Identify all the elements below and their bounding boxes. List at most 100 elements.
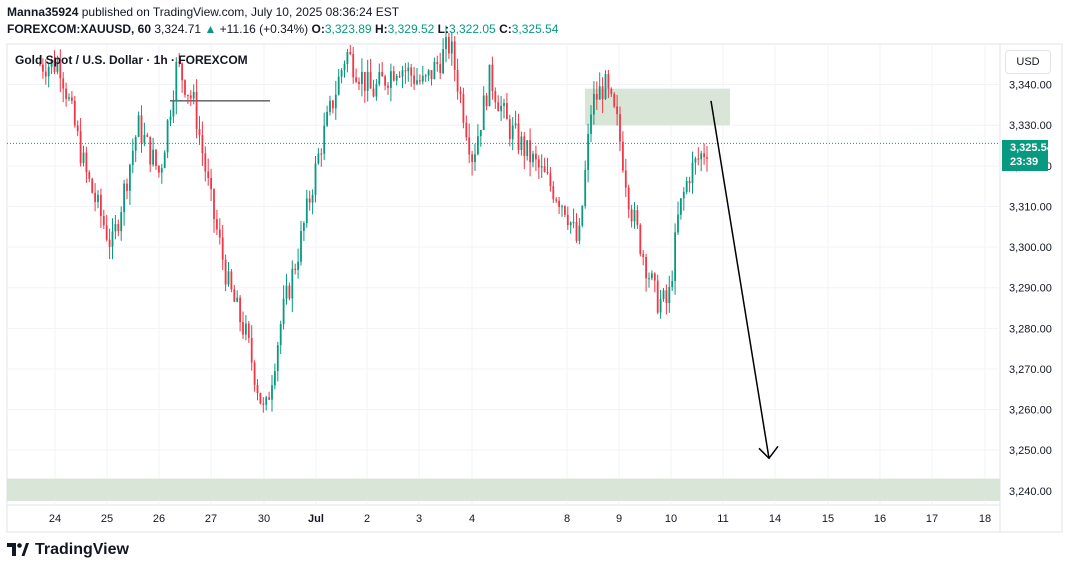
candle-body [552, 186, 555, 200]
candle-body [50, 59, 53, 67]
x-tick-label: 15 [822, 513, 834, 525]
candle-body [677, 214, 679, 233]
x-tick-label: 24 [49, 513, 61, 525]
candle-body [323, 125, 326, 154]
candle-body [445, 37, 447, 50]
candle-body [311, 194, 314, 203]
candle-body [88, 172, 91, 179]
x-tick-label: 16 [874, 513, 886, 525]
candle-body [633, 210, 636, 222]
candle-body [68, 97, 70, 99]
candle-body [381, 71, 384, 77]
x-tick-label: 18 [979, 513, 991, 525]
ohlc-line: FOREXCOM:XAUUSD, 60 3,324.71 ▲ +11.16 (+… [7, 21, 558, 38]
candle-body [459, 91, 462, 95]
candle-body [665, 290, 668, 304]
candle-body [651, 273, 653, 279]
candle-body [152, 149, 154, 165]
candle-body [114, 224, 117, 232]
candle-body [42, 64, 44, 72]
candle-body [47, 66, 50, 77]
candle-body [578, 225, 581, 241]
chart-header: Manna35924 published on TradingView.com,… [7, 4, 558, 38]
candle-body [671, 281, 674, 288]
candle-body [184, 80, 186, 95]
author-name[interactable]: Manna35924 [7, 5, 79, 19]
candle-body [300, 230, 302, 262]
resistance-zone [585, 88, 730, 126]
candle-body [488, 64, 491, 107]
candle-body [384, 76, 386, 86]
candle-body [448, 37, 450, 54]
x-tick-label: 4 [469, 513, 475, 525]
candle-body [439, 63, 442, 74]
candle-body [404, 70, 407, 72]
candle-body [271, 385, 273, 400]
projection-arrow-line [710, 100, 770, 459]
candle-body [468, 137, 471, 155]
x-tick-label: Jul [308, 513, 324, 525]
currency-button[interactable]: USD [1005, 50, 1051, 74]
candle-body [129, 164, 131, 191]
y-tick-label: 3,290.00 [1009, 283, 1052, 295]
y-tick-label: 3,280.00 [1009, 323, 1052, 335]
candle-body [169, 116, 172, 121]
candle-body [102, 215, 105, 226]
last-price-tag-value: 3,325.54 [1010, 142, 1053, 154]
candle-body [598, 86, 601, 100]
candle-body [642, 253, 645, 257]
candle-body [111, 231, 114, 247]
candle-body [668, 287, 671, 304]
candle-body [450, 41, 453, 54]
candle-body [581, 206, 584, 226]
candle-body [187, 94, 189, 96]
candle-body [691, 162, 694, 184]
candle-body [656, 280, 659, 313]
publish-line: Manna35924 published on TradingView.com,… [7, 4, 558, 21]
candle-body [282, 298, 285, 324]
candle-body [366, 71, 369, 91]
candle-body [549, 173, 552, 187]
candle-body [256, 384, 259, 394]
candle-body [149, 136, 152, 165]
candle-body [285, 285, 288, 299]
candle-body [268, 397, 270, 400]
candle-body [682, 192, 685, 199]
tradingview-logo[interactable]: TradingView [7, 541, 129, 559]
candle-body [427, 70, 430, 76]
low-label: L: [437, 22, 449, 36]
candle-body [163, 152, 166, 169]
candle-body [688, 180, 691, 184]
candle-body [697, 158, 700, 160]
x-tick-label: 27 [205, 513, 217, 525]
change-value: +11.16 (+0.34%) [219, 22, 309, 36]
candle-body [575, 222, 578, 241]
candle-body [465, 122, 468, 138]
last-price: 3,324.71 [154, 22, 202, 36]
candles-group [39, 25, 708, 413]
candle-body [613, 93, 616, 107]
candle-body [242, 322, 244, 335]
x-tick-label: 2 [364, 513, 370, 525]
candle-body [140, 115, 143, 143]
candle-body [198, 128, 201, 136]
x-tick-label: 11 [717, 513, 728, 525]
candle-body [62, 78, 65, 89]
candle-body [639, 224, 642, 254]
candle-body [207, 171, 210, 178]
candle-body [378, 71, 381, 85]
candle-body [245, 323, 247, 335]
candle-body [355, 77, 357, 82]
candle-body [363, 71, 366, 91]
open-value: 3,323.89 [324, 22, 372, 36]
candle-body [361, 71, 363, 84]
candle-body [79, 131, 82, 164]
candle-body [230, 271, 233, 290]
candle-body [155, 149, 157, 166]
candle-body [44, 71, 47, 77]
symbol-label: FOREXCOM:XAUUSD, 60 [7, 22, 152, 36]
candle-body [610, 88, 613, 94]
candle-body [398, 75, 401, 77]
candle-body [210, 177, 212, 190]
